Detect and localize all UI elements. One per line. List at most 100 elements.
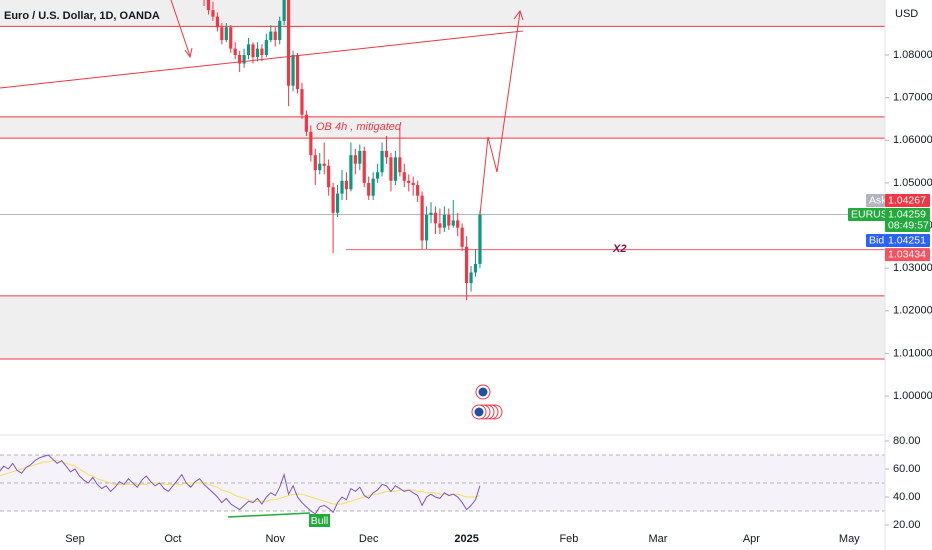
bid-label-box	[866, 234, 885, 247]
x-tick-label: Nov	[265, 533, 285, 545]
x-tick-label: Mar	[648, 533, 667, 545]
candle-body	[456, 220, 460, 228]
y-tick-label: 1.07000	[893, 92, 932, 104]
chart-title: Euro / U.S. Dollar, 1D, OANDA	[4, 10, 160, 22]
candle-body	[287, 0, 291, 86]
candle-body	[438, 223, 442, 228]
candle-body	[269, 31, 273, 41]
candle-body	[309, 131, 313, 156]
candle-body	[376, 172, 380, 179]
candle-body	[251, 44, 255, 58]
event-icon	[478, 387, 488, 397]
candle-body	[393, 157, 397, 181]
candle-body	[460, 227, 464, 247]
rsi-tick-label: 40.00	[893, 491, 921, 503]
candle-body	[220, 27, 224, 41]
candle-body	[273, 31, 277, 41]
rsi-tick-label: 80.00	[893, 435, 921, 447]
candle-body	[367, 182, 371, 196]
y-tick-label: 1.06000	[893, 134, 932, 146]
divergence-line	[227, 512, 311, 518]
y-tick-label: 1.00000	[893, 390, 932, 402]
arrow-head	[184, 47, 193, 59]
candle-body	[278, 20, 282, 41]
candle-body	[451, 220, 455, 226]
x-tick-label: May	[839, 533, 860, 545]
candle-body	[224, 27, 228, 41]
candle-body	[362, 150, 366, 183]
candle-body	[349, 155, 353, 190]
candle-body	[411, 182, 415, 186]
projection-arrow	[479, 11, 521, 216]
candle-body	[304, 114, 308, 132]
candle-body	[206, 0, 211, 11]
x-tick-label: Sep	[65, 533, 85, 545]
candle-body	[331, 187, 335, 213]
y-tick-label: 1.02000	[893, 305, 932, 317]
y-tick-label: 1.08000	[893, 49, 932, 61]
candle-body	[291, 55, 295, 86]
ask-label-box	[866, 194, 885, 207]
rsi-tick-label: 60.00	[893, 463, 921, 475]
candle-body	[335, 193, 340, 213]
ask-label: Ask	[869, 194, 887, 206]
bid-label: Bid	[869, 234, 884, 246]
countdown: 08:49:57	[888, 219, 929, 231]
event-icon	[474, 407, 484, 417]
candle-body	[282, 0, 286, 21]
x-tick-label: 2025	[454, 533, 478, 545]
trend-line	[0, 30, 524, 89]
candle-body	[469, 272, 473, 284]
zone	[0, 295, 885, 359]
ask-price-box	[885, 194, 930, 207]
candle-body	[327, 165, 331, 188]
candle-body	[242, 55, 246, 64]
candle-body	[407, 180, 411, 183]
candle-body	[384, 150, 389, 158]
y-tick-label: 1.03000	[893, 262, 932, 274]
rsi-ma-line	[0, 460, 481, 505]
ask-price: 1.04267	[888, 194, 926, 206]
level-price-box	[885, 248, 930, 262]
candle-body	[416, 185, 420, 196]
candle-body	[295, 55, 300, 90]
candle-body	[229, 27, 233, 49]
candle-body	[340, 180, 344, 194]
candle-body	[429, 212, 433, 215]
currency: USD	[895, 8, 918, 20]
zone	[0, 0, 885, 27]
candle-body	[211, 10, 215, 17]
candle-body	[442, 214, 446, 228]
symbol: EURUSD	[851, 208, 896, 220]
arrow-line	[170, 0, 191, 57]
zone	[0, 116, 885, 139]
candle-body	[300, 89, 304, 115]
candle-body	[318, 163, 322, 171]
label-box	[309, 514, 330, 527]
x-tick-label: Apr	[743, 533, 760, 545]
candle-body	[246, 44, 251, 55]
drawings	[0, 0, 524, 518]
last-price-box	[885, 208, 930, 232]
last-price: 1.04259	[888, 208, 926, 220]
arrow-head	[513, 9, 524, 21]
candle-body	[380, 150, 384, 173]
candle-body	[264, 40, 268, 55]
x-tick-label: Feb	[559, 533, 578, 545]
rsi-tick-label: 20.00	[893, 519, 921, 531]
y-tick-label: 1.05000	[893, 177, 932, 189]
candle-body	[447, 214, 451, 226]
candle-body	[344, 180, 349, 190]
candle-body	[478, 214, 482, 264]
annotation: OB 4h , mitigated	[316, 121, 402, 133]
x-tick-label: Dec	[359, 533, 379, 545]
annotation: Bull	[311, 515, 329, 527]
symbol-box	[848, 208, 885, 221]
candle-body	[420, 195, 424, 241]
candle-body	[424, 214, 429, 241]
candle-body	[255, 48, 260, 58]
level-price: 1.03434	[888, 248, 926, 260]
candle-body	[313, 155, 317, 171]
candle-body	[371, 178, 375, 196]
